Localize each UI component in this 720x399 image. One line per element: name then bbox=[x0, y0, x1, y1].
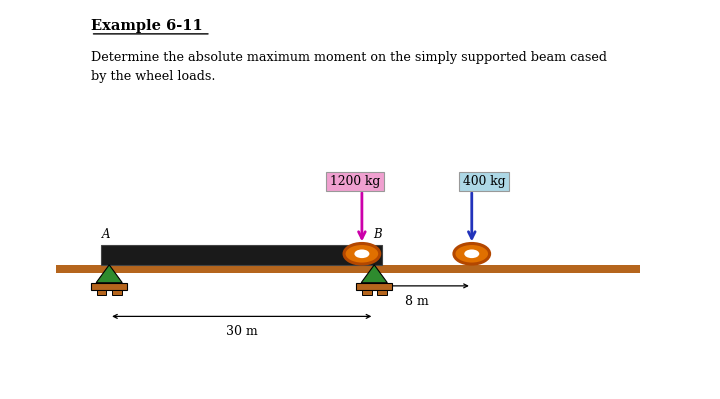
Bar bbox=[56, 265, 640, 273]
Circle shape bbox=[344, 243, 379, 264]
Circle shape bbox=[354, 249, 369, 258]
Text: 30 m: 30 m bbox=[226, 325, 258, 338]
Text: B: B bbox=[374, 228, 382, 241]
Bar bbox=[377, 290, 387, 295]
Bar bbox=[101, 245, 382, 265]
Bar bbox=[112, 290, 122, 295]
Text: Determine the absolute maximum moment on the simply supported beam cased: Determine the absolute maximum moment on… bbox=[91, 51, 607, 64]
Bar bbox=[362, 290, 372, 295]
Polygon shape bbox=[96, 265, 122, 283]
Polygon shape bbox=[361, 265, 387, 283]
Text: 400 kg: 400 kg bbox=[463, 175, 505, 188]
Text: by the wheel loads.: by the wheel loads. bbox=[91, 69, 215, 83]
Text: Example 6-11: Example 6-11 bbox=[91, 19, 202, 33]
Bar bbox=[96, 290, 107, 295]
Circle shape bbox=[464, 249, 480, 258]
Circle shape bbox=[454, 243, 490, 264]
Text: 8 m: 8 m bbox=[405, 294, 428, 308]
Bar bbox=[91, 283, 127, 290]
Text: A: A bbox=[102, 228, 110, 241]
Text: 1200 kg: 1200 kg bbox=[330, 175, 380, 188]
Bar bbox=[356, 283, 392, 290]
